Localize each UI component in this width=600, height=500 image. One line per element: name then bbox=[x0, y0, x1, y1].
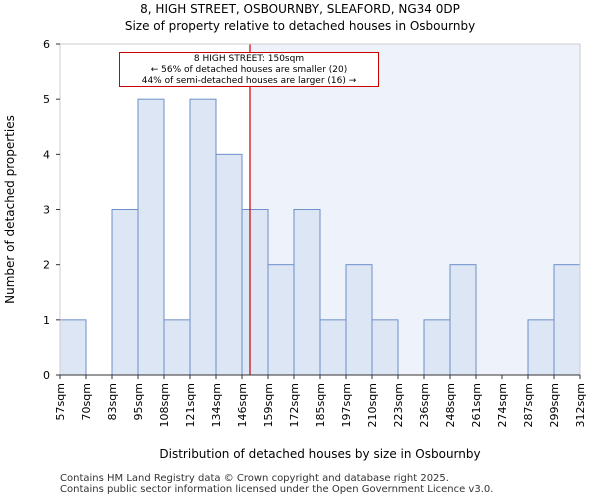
y-tick-label: 2 bbox=[43, 259, 50, 272]
y-tick-label: 6 bbox=[43, 38, 50, 51]
y-tick-label: 5 bbox=[43, 93, 50, 106]
histogram-bar bbox=[293, 209, 321, 376]
x-tick-label: 134sqm bbox=[210, 383, 223, 427]
histogram-bar bbox=[189, 98, 217, 376]
annotation-line-3: 44% of semi-detached houses are larger (… bbox=[141, 76, 357, 86]
y-axis-label: Number of detached properties bbox=[3, 115, 17, 304]
chart-subtitle: Size of property relative to detached ho… bbox=[124, 19, 476, 33]
histogram-bar bbox=[553, 264, 581, 376]
histogram-bar bbox=[267, 264, 295, 376]
y-tick-label: 4 bbox=[43, 148, 50, 161]
x-tick-label: 172sqm bbox=[288, 383, 301, 427]
x-tick-label: 312sqm bbox=[574, 383, 587, 427]
x-tick-label: 146sqm bbox=[236, 383, 249, 427]
x-tick-label: 248sqm bbox=[444, 383, 457, 427]
x-axis-label: Distribution of detached houses by size … bbox=[159, 447, 480, 461]
x-tick-label: 121sqm bbox=[184, 383, 197, 427]
histogram-bar bbox=[319, 319, 347, 376]
annotation-box: 8 HIGH STREET: 150sqm ← 56% of detached … bbox=[119, 52, 379, 87]
footer-line-1: Contains HM Land Registry data © Crown c… bbox=[60, 473, 449, 484]
x-tick-label: 83sqm bbox=[106, 383, 119, 420]
histogram-bar bbox=[137, 98, 165, 376]
histogram-bar bbox=[345, 264, 373, 376]
histogram-bar bbox=[59, 319, 87, 376]
histogram-bar bbox=[371, 319, 399, 376]
x-tick-label: 70sqm bbox=[80, 383, 93, 420]
histogram-bar bbox=[449, 264, 477, 376]
x-tick-label: 57sqm bbox=[54, 383, 67, 420]
histogram-bar bbox=[241, 209, 269, 376]
y-tick-label: 0 bbox=[43, 369, 50, 382]
histogram-bar bbox=[163, 319, 191, 376]
x-tick-label: 95sqm bbox=[132, 383, 145, 420]
x-tick-label: 159sqm bbox=[262, 383, 275, 427]
y-tick-label: 3 bbox=[43, 204, 50, 217]
histogram-bar bbox=[423, 319, 451, 376]
histogram-bar bbox=[215, 153, 243, 376]
x-tick-label: 274sqm bbox=[496, 383, 509, 427]
x-tick-label: 287sqm bbox=[522, 383, 535, 427]
footer-line-2: Contains public sector information licen… bbox=[60, 484, 494, 495]
x-tick-label: 185sqm bbox=[314, 383, 327, 427]
x-tick-label: 236sqm bbox=[418, 383, 431, 427]
y-tick-label: 1 bbox=[43, 314, 50, 327]
histogram-bar bbox=[527, 319, 555, 376]
x-tick-label: 261sqm bbox=[470, 383, 483, 427]
x-tick-label: 197sqm bbox=[340, 383, 353, 427]
x-tick-label: 108sqm bbox=[158, 383, 171, 427]
histogram-bar bbox=[111, 209, 139, 376]
annotation-line-2: ← 56% of detached houses are smaller (20… bbox=[150, 65, 348, 75]
annotation-line-1: 8 HIGH STREET: 150sqm bbox=[193, 54, 305, 64]
chart-title: 8, HIGH STREET, OSBOURNBY, SLEAFORD, NG3… bbox=[140, 2, 460, 16]
x-tick-label: 299sqm bbox=[548, 383, 561, 427]
x-tick-label: 210sqm bbox=[366, 383, 379, 427]
histogram-chart: 0 1 2 3 4 5 6 57sqm 70sqm 83sqm 95sqm 108sqm 121sqm… bbox=[3, 38, 587, 461]
x-tick-label: 223sqm bbox=[392, 383, 405, 427]
